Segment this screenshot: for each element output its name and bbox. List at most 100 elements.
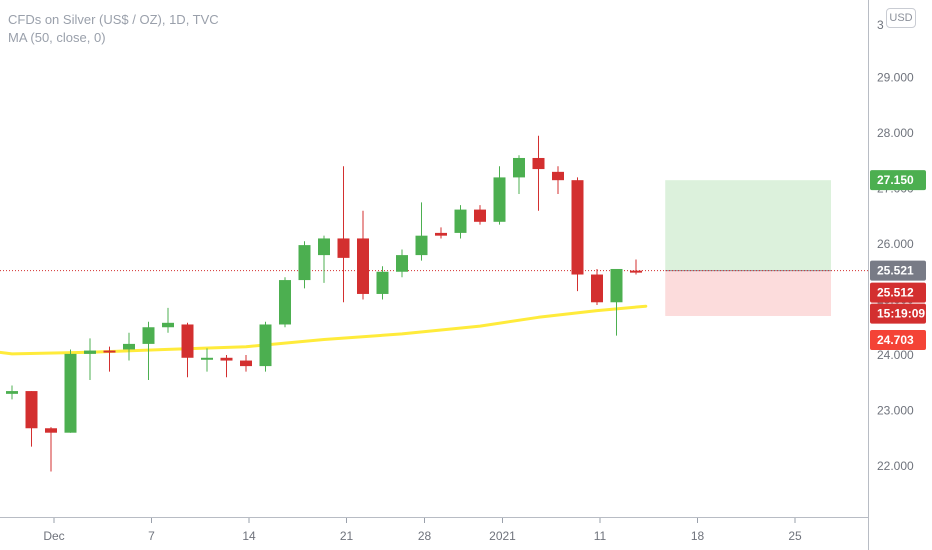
y-tick-label: 29.000	[877, 71, 914, 85]
ma-line	[0, 304, 648, 356]
candle-body	[571, 180, 584, 275]
candle-body	[415, 235, 428, 256]
candle-body	[454, 209, 467, 233]
candle-body	[610, 268, 623, 303]
candle-body	[493, 177, 506, 222]
price-axis[interactable]: 29.00028.00027.00026.00025.00024.00023.0…	[877, 18, 914, 473]
candle	[357, 210, 369, 300]
symbol-title[interactable]: CFDs on Silver (US$ / OZ), 1D, TVC	[8, 12, 219, 27]
candle-body	[240, 360, 252, 367]
candle	[435, 227, 447, 239]
x-tick-label: 28	[418, 529, 432, 543]
price-label: 25.512	[877, 286, 914, 300]
moving-average	[0, 304, 648, 356]
candle	[318, 235, 330, 283]
indicator-label[interactable]: MA (50, close, 0)	[8, 30, 106, 45]
candle	[591, 268, 603, 306]
candle	[142, 321, 155, 380]
candle-body	[376, 271, 389, 294]
price-label-box	[870, 260, 926, 281]
candle-body	[84, 350, 96, 354]
candle-body	[396, 255, 408, 272]
candle	[493, 166, 506, 225]
candle-body	[298, 245, 311, 281]
price-label-box	[870, 303, 926, 324]
y-tick-label: 28.000	[877, 126, 914, 140]
candle-body	[181, 324, 194, 358]
price-label-box	[870, 329, 926, 350]
candle-body	[357, 238, 369, 294]
candle-body	[474, 209, 486, 222]
candle	[415, 202, 428, 261]
price-label-box	[870, 170, 926, 191]
candle	[84, 338, 96, 380]
candle	[279, 277, 291, 328]
x-tick-label: 25	[788, 529, 802, 543]
x-tick-label: Dec	[43, 529, 64, 543]
loss-zone	[665, 270, 831, 316]
x-tick-label: 18	[691, 529, 705, 543]
price-label: 25.521	[877, 264, 914, 278]
candle	[123, 332, 135, 361]
candle	[103, 346, 116, 372]
candle-body	[103, 350, 116, 353]
candle	[220, 355, 233, 378]
candle	[259, 321, 272, 372]
price-labels: 27.150 25.521 25.512 15:19:09 24.703	[870, 170, 926, 350]
x-tick-label: 7	[148, 529, 155, 543]
candle	[396, 249, 408, 278]
time-axis[interactable]: Dec 7 14 21 28 2021 11 18 25	[43, 518, 802, 543]
x-tick-label: 2021	[489, 529, 516, 543]
candle-body	[25, 391, 38, 429]
candle	[454, 205, 467, 239]
candle-body	[591, 274, 603, 303]
position-zones	[665, 180, 831, 316]
chart-legend: CFDs on Silver (US$ / OZ), 1D, TVC MA (5…	[8, 11, 219, 47]
candle	[162, 307, 174, 333]
x-tick-label: 21	[340, 529, 354, 543]
y-tick-label: 24.000	[877, 348, 914, 362]
candle-body	[45, 428, 57, 433]
candle	[630, 259, 642, 275]
candle	[298, 241, 311, 289]
candle-body	[513, 157, 525, 178]
candle	[181, 322, 194, 378]
x-tick-label: 11	[594, 529, 607, 543]
candle	[571, 177, 584, 292]
y-tick-label: 3	[877, 18, 884, 32]
profit-zone	[665, 180, 831, 271]
candle	[240, 355, 252, 372]
price-label: 24.703	[877, 333, 914, 347]
x-tick-label: 14	[242, 529, 256, 543]
candle	[64, 349, 77, 433]
y-tick-label: 23.000	[877, 404, 914, 418]
candle-body	[630, 270, 642, 273]
candle	[532, 135, 545, 211]
candle-body	[123, 343, 135, 350]
candle-body	[435, 232, 447, 236]
candle	[610, 268, 623, 336]
candle	[6, 385, 18, 400]
candle-body	[162, 322, 174, 328]
candle	[552, 166, 564, 195]
candle-body	[318, 238, 330, 256]
candle-body	[532, 157, 545, 170]
candle	[513, 155, 525, 195]
candle-body	[220, 357, 233, 361]
price-label-box	[870, 282, 926, 303]
candle	[474, 205, 486, 225]
candle	[337, 166, 350, 303]
currency-badge[interactable]: USD	[886, 8, 916, 28]
candle-body	[142, 327, 155, 344]
candle-body	[6, 391, 18, 394]
candle-body	[279, 280, 291, 325]
candle-body	[259, 324, 272, 367]
price-label: 15:19:09	[877, 307, 925, 321]
candle	[45, 427, 57, 472]
candle-body	[201, 357, 213, 360]
candle-body	[552, 171, 564, 181]
y-tick-label: 22.000	[877, 459, 914, 473]
candle	[201, 348, 213, 372]
y-tick-label: 26.000	[877, 237, 914, 251]
